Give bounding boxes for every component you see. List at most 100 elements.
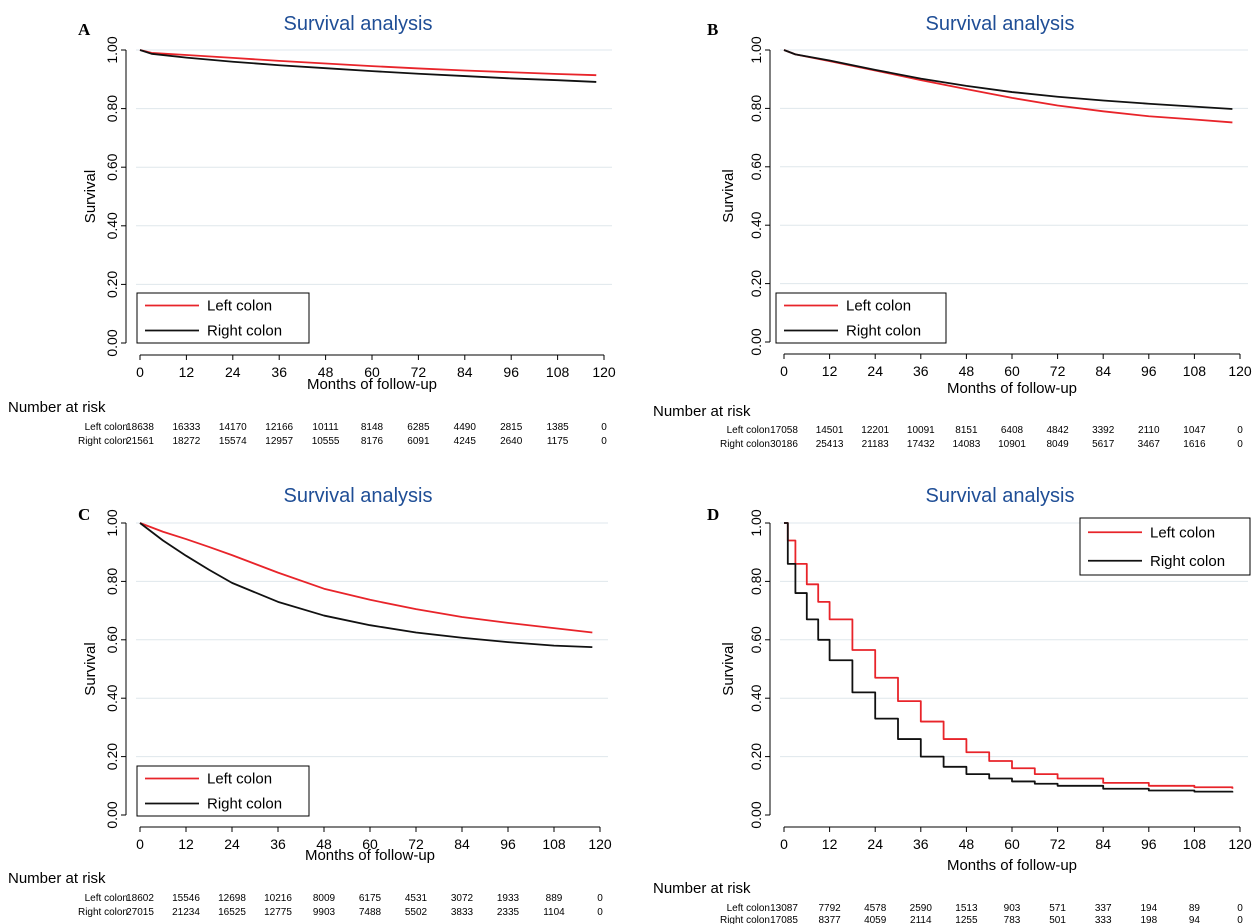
risk-cell: 2114 (910, 915, 932, 924)
panel-c: Survival analysis C 0.00 0.20 0.40 0.60 0.80 1.… (8, 485, 612, 918)
x-tick-label: 96 (1141, 363, 1157, 379)
x-tick-label: 84 (1095, 836, 1111, 852)
y-axis-label: Survival (82, 170, 99, 223)
series-line-left-colon (783, 49, 1233, 124)
risk-cell: 16333 (172, 422, 200, 433)
y-tick-label: 1.00 (748, 509, 764, 536)
series-line-left-colon (139, 49, 597, 77)
risk-row-label: Right colon (78, 436, 128, 447)
x-tick-label: 0 (136, 836, 144, 852)
legend-box (1079, 517, 1251, 576)
risk-table-heading: Number at risk (653, 880, 751, 897)
y-tick-label: 0.40 (748, 684, 764, 711)
x-tick-label: 72 (1050, 836, 1066, 852)
x-tick-label: 108 (542, 836, 566, 852)
risk-cell: 21561 (126, 436, 154, 447)
panel-letter: C (78, 505, 90, 524)
x-axis-label: Months of follow-up (305, 847, 435, 864)
risk-cell: 4531 (405, 893, 428, 904)
x-tick-label: 36 (913, 836, 929, 852)
x-tick-label: 120 (588, 836, 612, 852)
y-tick-label: 0.80 (104, 568, 120, 595)
risk-cell: 2815 (500, 422, 523, 433)
risk-cell: 21183 (862, 439, 890, 450)
risk-cell: 1175 (547, 436, 569, 447)
y-tick-label: 1.00 (104, 509, 120, 536)
risk-cell: 17058 (770, 425, 798, 436)
x-tick-label: 96 (1141, 836, 1157, 852)
x-tick-label: 48 (316, 836, 332, 852)
risk-cell: 14501 (816, 425, 844, 436)
y-tick-label: 0.80 (748, 568, 764, 595)
chart-title: Survival analysis (284, 13, 433, 35)
x-tick-label: 60 (1004, 836, 1020, 852)
risk-cell: 10091 (907, 425, 935, 436)
risk-cell: 783 (1004, 915, 1021, 924)
risk-row-label: Right colon (78, 907, 128, 918)
risk-cell: 4059 (864, 915, 887, 924)
legend-box (136, 292, 310, 344)
y-tick-label: 0.40 (104, 684, 120, 711)
risk-cell: 2335 (497, 907, 520, 918)
risk-cell: 9903 (313, 907, 336, 918)
risk-cell: 1933 (497, 893, 520, 904)
x-tick-label: 12 (179, 364, 195, 380)
risk-cell: 13087 (770, 903, 798, 914)
risk-cell: 10555 (312, 436, 340, 447)
risk-cell: 15546 (172, 893, 200, 904)
risk-cell: 12166 (265, 422, 293, 433)
y-tick-label: 0.40 (748, 211, 764, 238)
risk-cell: 12201 (861, 425, 889, 436)
x-tick-label: 72 (408, 836, 424, 852)
risk-cell: 0 (597, 907, 603, 918)
risk-cell: 0 (1237, 425, 1243, 436)
y-tick-label: 0.20 (748, 743, 764, 770)
risk-cell: 1255 (955, 915, 978, 924)
x-tick-label: 96 (500, 836, 516, 852)
x-tick-label: 120 (1228, 363, 1252, 379)
risk-cell: 1513 (955, 903, 978, 914)
risk-cell: 3392 (1092, 425, 1115, 436)
y-tick-label: 0.40 (104, 212, 120, 239)
x-tick-label: 0 (136, 364, 144, 380)
y-tick-label: 1.00 (104, 36, 120, 63)
risk-cell: 333 (1095, 915, 1112, 924)
y-tick-label: 0.60 (104, 626, 120, 653)
y-tick-label: 1.00 (748, 36, 764, 63)
risk-row-label: Right colon (720, 439, 770, 450)
series-line-right-colon (139, 522, 593, 648)
risk-cell: 8176 (361, 436, 384, 447)
risk-cell: 0 (1237, 903, 1243, 914)
y-tick-label: 0.60 (748, 153, 764, 180)
risk-row-label: Left colon (85, 893, 128, 904)
panel-letter: B (707, 20, 718, 39)
x-tick-label: 12 (178, 836, 194, 852)
y-tick-label: 0.00 (748, 328, 764, 355)
risk-cell: 3072 (451, 893, 474, 904)
legend-label: Left colon (207, 298, 272, 315)
y-axis-label: Survival (82, 642, 99, 695)
legend-box (136, 765, 310, 817)
y-tick-label: 0.00 (104, 329, 120, 356)
risk-cell: 7792 (818, 903, 841, 914)
risk-cell: 89 (1189, 903, 1201, 914)
risk-row-label: Left colon (727, 903, 770, 914)
legend-label: Right colon (846, 323, 921, 340)
risk-cell: 17432 (907, 439, 935, 450)
x-tick-label: 108 (546, 364, 570, 380)
x-tick-label: 60 (364, 364, 380, 380)
risk-cell: 8377 (818, 915, 841, 924)
risk-cell: 4490 (454, 422, 477, 433)
risk-cell: 94 (1189, 915, 1201, 924)
chart-title: Survival analysis (926, 13, 1075, 35)
risk-cell: 0 (1237, 915, 1243, 924)
x-tick-label: 96 (503, 364, 519, 380)
legend: Left colon Right colon (775, 292, 947, 344)
risk-cell: 3833 (451, 907, 474, 918)
y-tick-label: 0.00 (748, 801, 764, 828)
panel-letter: D (707, 505, 719, 524)
risk-cell: 194 (1140, 903, 1157, 914)
x-tick-label: 36 (270, 836, 286, 852)
panel-a: Survival analysis A 0.00 0.20 0.40 0.60 0.80 1.… (8, 13, 616, 447)
